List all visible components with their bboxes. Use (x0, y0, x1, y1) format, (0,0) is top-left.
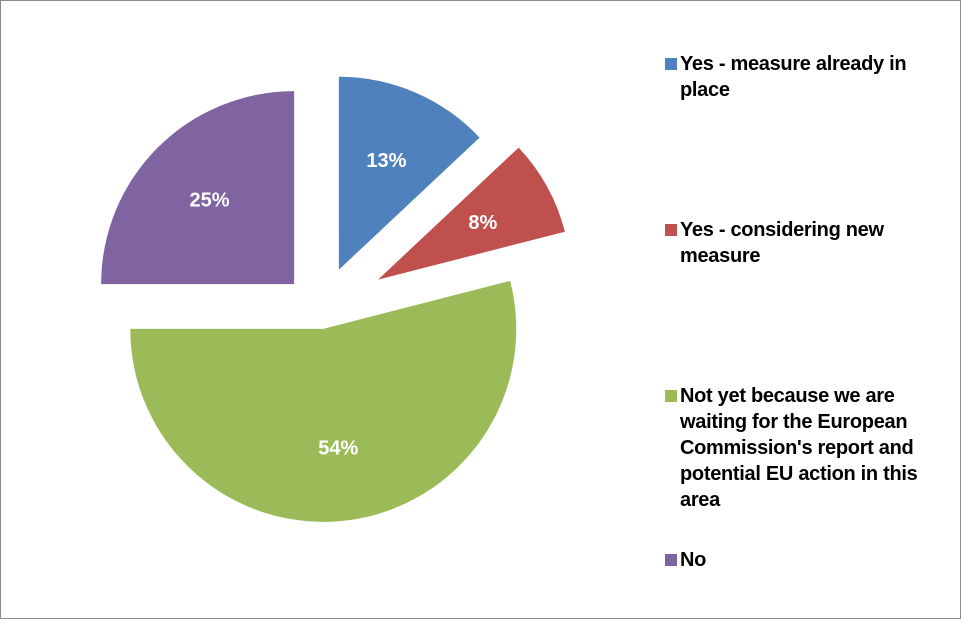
legend-label: No (680, 549, 707, 571)
slice-yes-considering (377, 147, 565, 280)
legend-swatch (665, 390, 677, 402)
data-label: 8% (468, 212, 497, 234)
legend-swatch (665, 224, 677, 236)
slice-yes-in-place (338, 76, 480, 270)
legend: Yes - measure already in place Yes - con… (665, 1, 955, 618)
slice-not-yet (130, 280, 517, 522)
slice-no (101, 91, 295, 285)
legend-label: Yes - considering new measure (680, 219, 884, 267)
legend-swatch (665, 58, 677, 70)
legend-label: Not yet because we are waiting for the E… (680, 385, 918, 511)
legend-item-yes-in-place: Yes - measure already in place (665, 51, 950, 103)
legend-item-yes-considering: Yes - considering new measure (665, 217, 950, 269)
legend-item-not-yet: Not yet because we are waiting for the E… (665, 383, 950, 513)
legend-swatch (665, 554, 677, 566)
legend-label: Yes - measure already in place (680, 53, 907, 101)
pie-chart: 13% 8% 54% 25% (101, 76, 565, 522)
data-label: 13% (366, 150, 406, 172)
data-label: 25% (190, 190, 230, 212)
data-label: 54% (318, 438, 358, 460)
legend-item-no: No (665, 547, 950, 573)
